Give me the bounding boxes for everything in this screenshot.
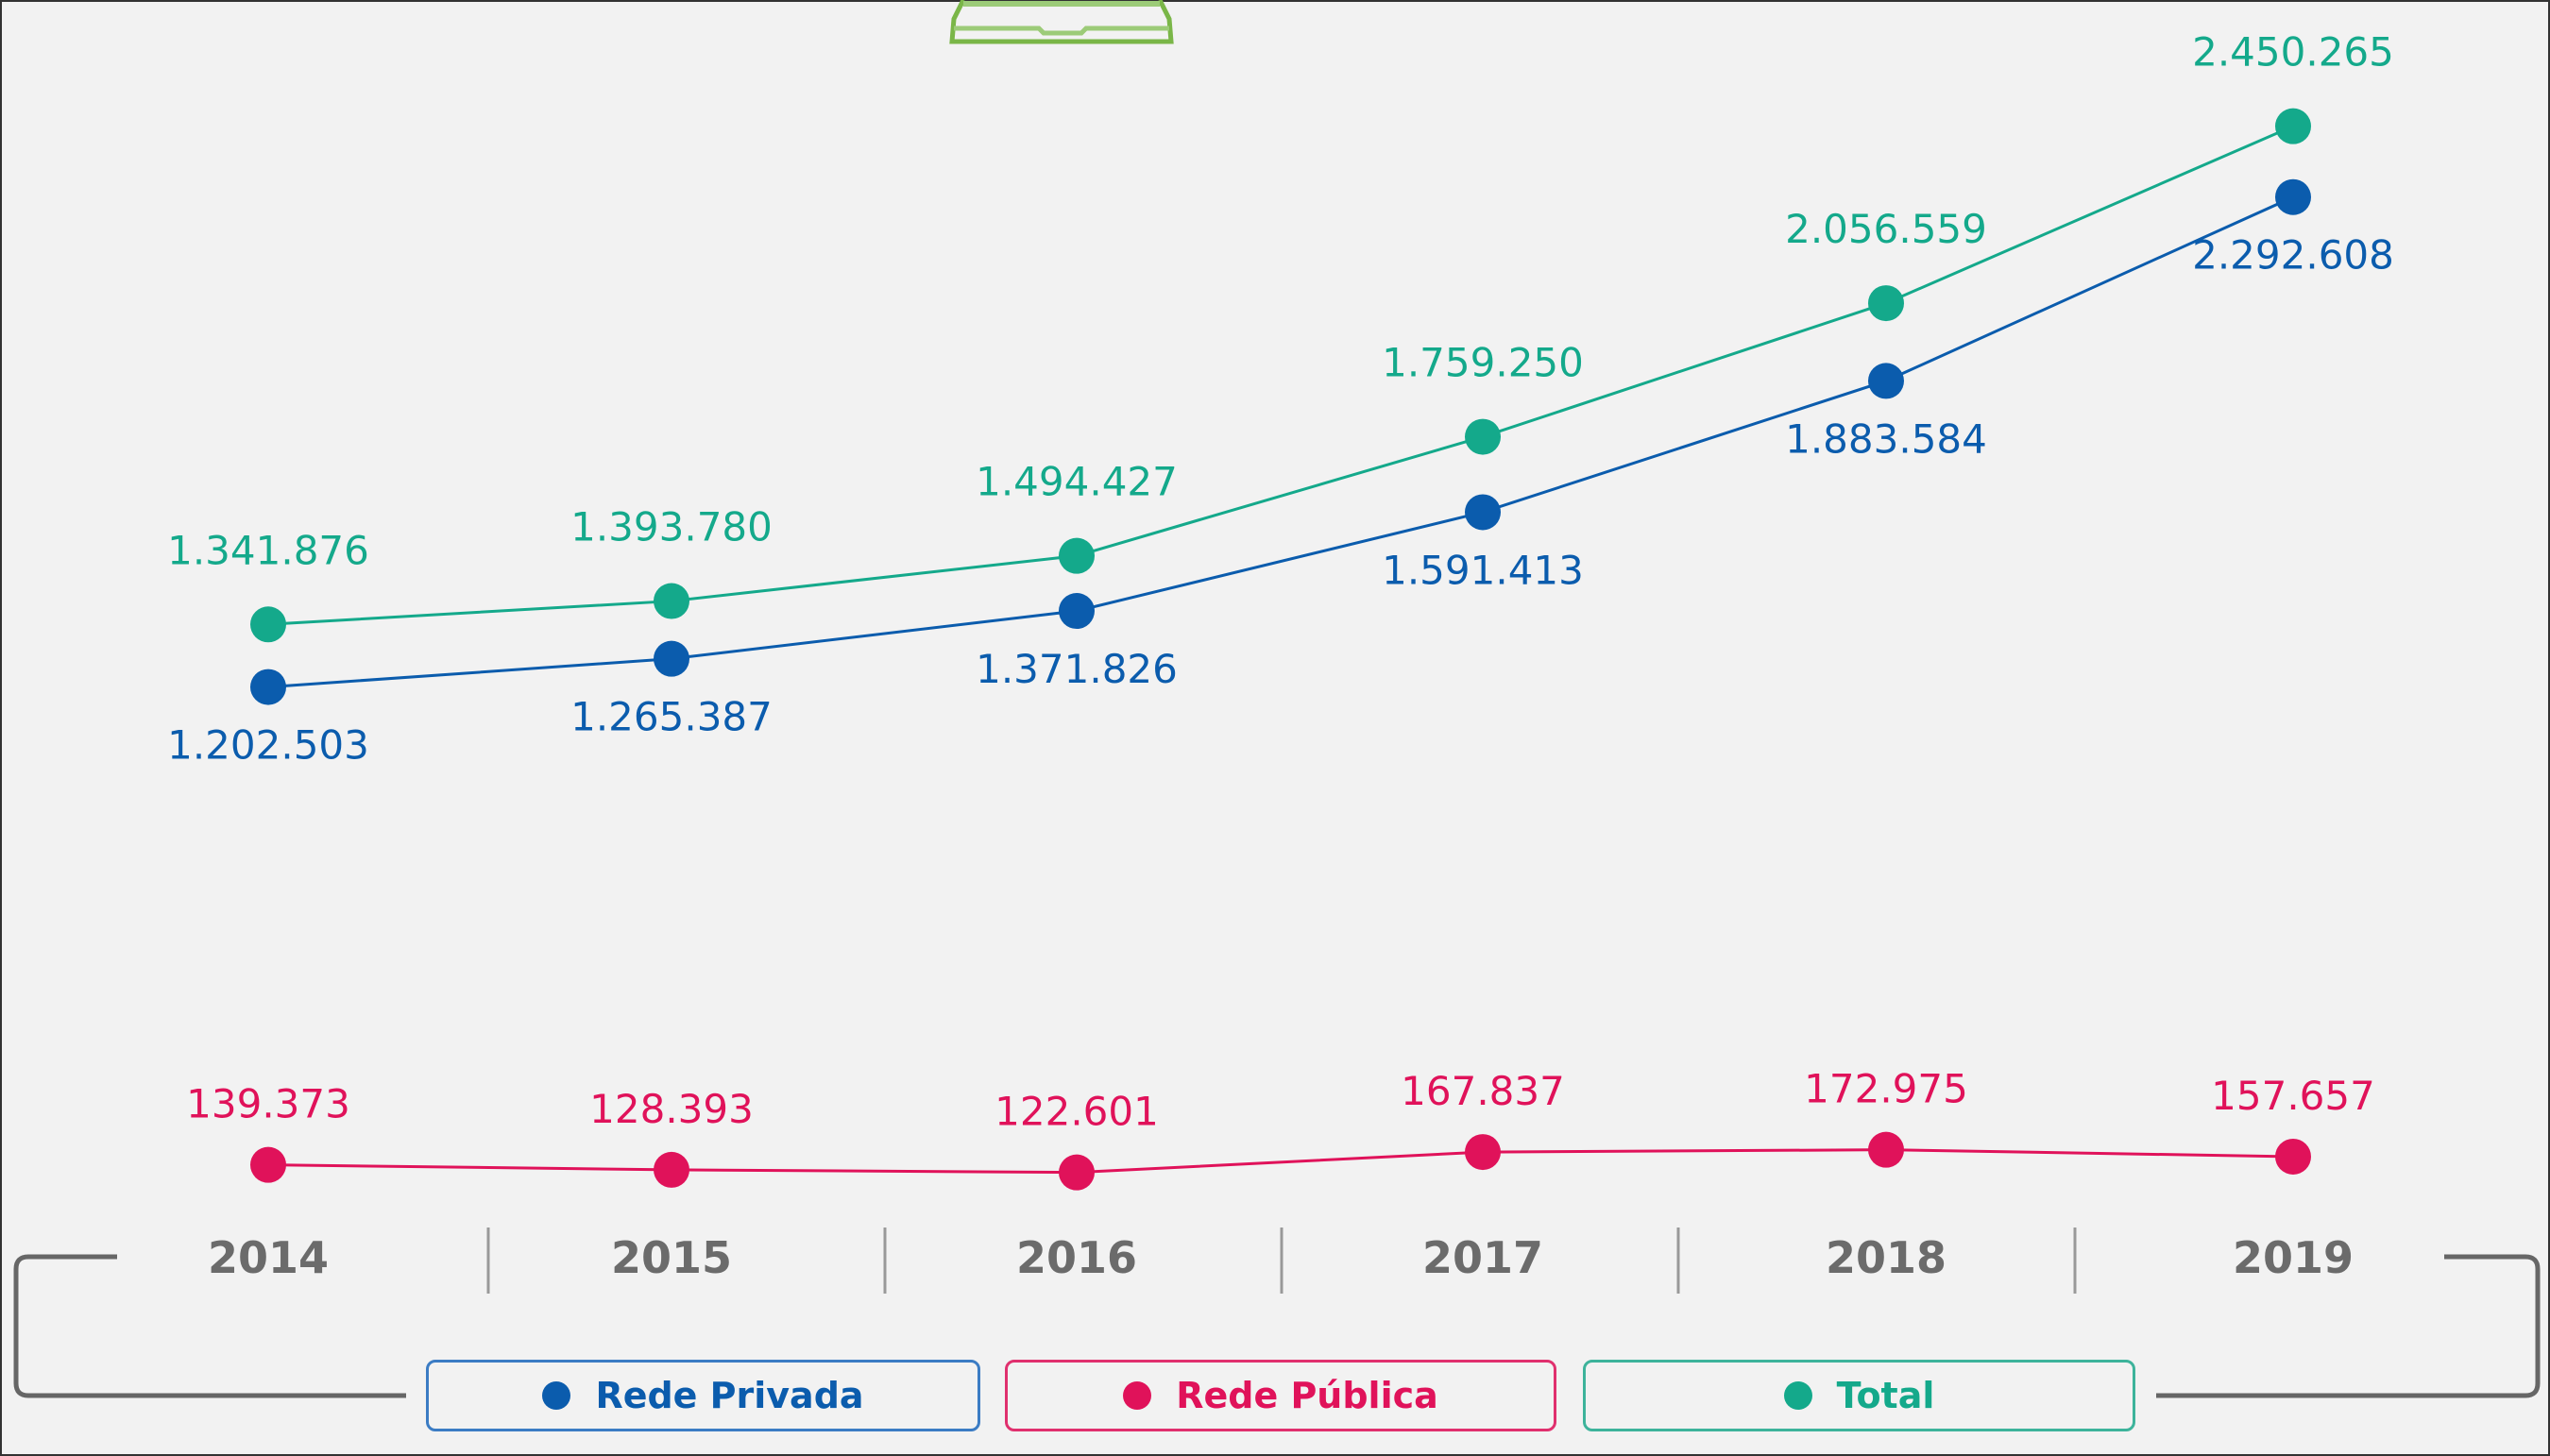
x-tick-label: 2017 [1422, 1232, 1543, 1283]
legend-dot-icon [1123, 1381, 1152, 1410]
series-line [267, 195, 2294, 689]
data-point [2275, 178, 2311, 215]
data-label: 2.056.559 [1785, 206, 1987, 252]
series-line [267, 1148, 2294, 1175]
legend-label: Rede Pública [1176, 1375, 1438, 1416]
data-point [654, 640, 689, 677]
data-point [1465, 1134, 1501, 1171]
top-tray-icon [949, 0, 1174, 44]
data-label: 1.341.876 [167, 527, 369, 573]
data-label: 139.373 [186, 1081, 350, 1127]
x-tick-label: 2018 [1826, 1232, 1946, 1283]
data-label: 122.601 [994, 1089, 1159, 1135]
legend-item-rede-publica[interactable]: Rede Pública [1005, 1360, 1556, 1431]
data-point [1465, 494, 1501, 531]
x-tick-label: 2014 [208, 1232, 329, 1283]
year-separators [486, 1227, 2077, 1294]
series-total: 1.341.876 1.393.780 1.494.427 1.759.250 2.05… [167, 29, 2394, 643]
data-label: 1.393.780 [570, 504, 773, 550]
data-point [250, 606, 286, 643]
series-line [267, 125, 2294, 626]
data-point [1059, 593, 1095, 630]
legend-label: Total [1836, 1375, 1935, 1416]
x-tick-label: 2019 [2233, 1232, 2354, 1283]
data-point [2275, 1138, 2311, 1175]
data-label: 1.202.503 [167, 722, 369, 769]
x-tick-label: 2015 [611, 1232, 732, 1283]
axis-bracket [13, 1254, 2541, 1398]
data-label: 157.657 [2211, 1073, 2375, 1119]
x-tick-label: 2016 [1016, 1232, 1137, 1283]
data-label: 1.265.387 [570, 694, 773, 740]
data-label: 1.591.413 [1382, 547, 1584, 593]
legend-label: Rede Privada [595, 1375, 864, 1416]
series-rede-publica: 139.373 128.393 122.601 167.837 172.975 157.6… [186, 1066, 2375, 1191]
data-label: 1.759.250 [1382, 340, 1584, 386]
data-point [654, 1151, 689, 1188]
data-point [1868, 363, 1904, 399]
legend-item-total[interactable]: Total [1583, 1360, 2135, 1431]
data-label: 172.975 [1804, 1066, 1968, 1112]
data-label: 2.292.608 [2192, 232, 2394, 279]
data-point [1059, 1154, 1095, 1191]
series-rede-privada: 1.202.503 1.265.387 1.371.826 1.591.413 1.88… [167, 178, 2394, 769]
data-point [1059, 537, 1095, 574]
data-point [250, 1146, 286, 1183]
legend-item-rede-privada[interactable]: Rede Privada [426, 1360, 980, 1431]
data-label: 1.883.584 [1785, 415, 1987, 462]
data-point [2275, 108, 2311, 144]
data-point [1868, 285, 1904, 322]
data-point [1465, 418, 1501, 455]
data-label: 1.371.826 [976, 646, 1178, 692]
data-label: 128.393 [589, 1086, 754, 1132]
data-label: 167.837 [1401, 1068, 1565, 1114]
data-point [654, 583, 689, 619]
data-label: 1.494.427 [976, 459, 1178, 505]
data-point [1868, 1131, 1904, 1168]
data-point [250, 669, 286, 705]
legend-dot-icon [542, 1381, 571, 1410]
legend-dot-icon [1783, 1381, 1812, 1410]
data-label: 2.450.265 [2192, 29, 2394, 76]
